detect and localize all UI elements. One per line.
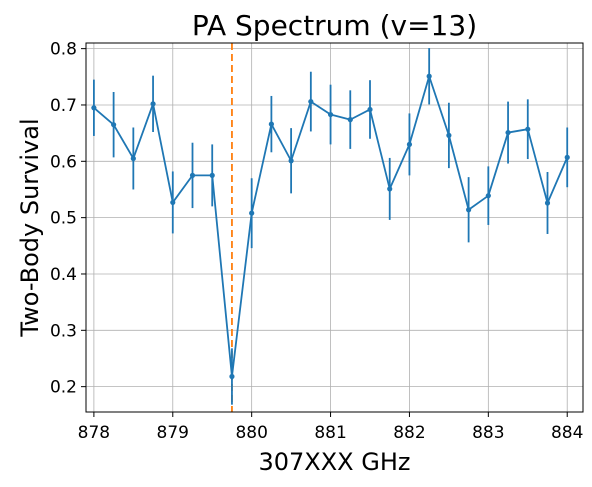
data-point (150, 101, 156, 107)
plot-frame (85, 42, 584, 413)
x-tick-label: 879 (157, 423, 189, 443)
axis-ticks: 878 879 880 881 882 883 884 0.2 0.3 0.4 0.5 0.6 0.7 0… (50, 40, 583, 443)
y-tick-label: 0.2 (50, 378, 77, 398)
data-point (347, 117, 353, 123)
y-tick-label: 0.6 (50, 152, 77, 172)
data-point (367, 106, 373, 113)
data-point (466, 207, 472, 213)
chart-title: PA Spectrum (v=13) (192, 9, 477, 42)
x-tick-label: 881 (314, 423, 346, 443)
y-tick-label: 0.5 (50, 209, 77, 229)
data-point (209, 172, 215, 178)
data-point (288, 158, 294, 164)
x-tick-label: 878 (78, 423, 110, 443)
y-tick-label: 0.4 (50, 265, 77, 285)
x-tick-label: 884 (551, 423, 583, 443)
data-point (91, 105, 97, 111)
data-point (446, 132, 452, 138)
data-point (505, 129, 511, 136)
data-point (426, 73, 432, 79)
data-point (406, 141, 413, 148)
data-point (525, 126, 531, 132)
x-tick-label: 882 (393, 423, 425, 443)
y-axis-title: Two-Body Survival (16, 118, 44, 337)
data-point (308, 98, 314, 105)
data-point (387, 186, 393, 192)
data-point (564, 154, 570, 160)
data-point (327, 111, 334, 118)
y-tick-label: 0.3 (50, 321, 77, 341)
x-axis-title: 307XXX GHz (258, 448, 410, 476)
data-point (170, 199, 176, 206)
data-point (268, 121, 274, 127)
x-tick-label: 883 (472, 423, 504, 443)
data-point (130, 155, 136, 162)
data-points (91, 73, 570, 380)
grid (86, 43, 583, 412)
y-tick-label: 0.8 (50, 40, 77, 60)
data-point (189, 172, 196, 178)
data-point (249, 210, 255, 216)
data-point (229, 373, 235, 380)
x-tick-label: 880 (235, 423, 267, 443)
data-point (544, 200, 551, 206)
data-point (485, 193, 491, 199)
y-tick-label: 0.7 (50, 96, 77, 116)
data-point (111, 122, 117, 128)
